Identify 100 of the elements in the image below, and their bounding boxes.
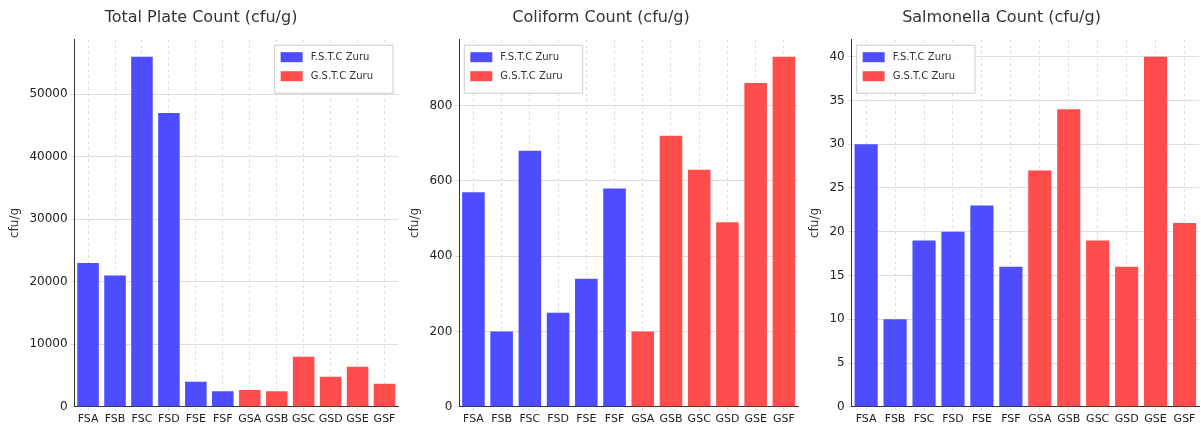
legend-label: G.S.T.C Zuru [500, 69, 563, 81]
y-tick-label: 30 [829, 136, 845, 151]
y-tick-label: 5 [837, 355, 845, 370]
x-tick-label: GSE [744, 412, 767, 426]
x-tick-label: FSC [131, 412, 153, 426]
x-tick-label: GSD [1114, 412, 1139, 426]
y-tick-label: 25 [829, 180, 845, 195]
bar [373, 383, 396, 407]
bar [603, 188, 626, 407]
bar [490, 331, 513, 407]
y-tick-label: 35 [829, 92, 845, 107]
bar [346, 366, 369, 407]
bar [970, 205, 994, 407]
x-tick-label: FSD [547, 412, 569, 426]
bar [854, 144, 878, 407]
bar [462, 192, 485, 407]
x-tick-label: FSE [576, 412, 597, 426]
chart-title: Coliform Count (cfu/g) [512, 6, 690, 26]
x-tick-label: GSB [1057, 412, 1081, 426]
x-tick-label: FSD [942, 412, 964, 426]
bar [1115, 266, 1139, 407]
x-tick-label: FSC [913, 412, 935, 426]
y-tick-label: 0 [59, 398, 68, 413]
bar [1057, 109, 1081, 407]
legend-label: G.S.T.C Zuru [310, 69, 374, 81]
bar [687, 169, 711, 407]
y-tick-label: 40000 [29, 148, 68, 163]
x-tick-label: FSB [884, 412, 906, 426]
bar [744, 83, 767, 407]
y-tick-label: 600 [429, 173, 453, 188]
bar [772, 56, 796, 407]
legend-label: F.S.T.C Zuru [310, 50, 370, 62]
x-tick-label: FSE [971, 412, 992, 426]
legend-label: F.S.T.C Zuru [500, 50, 560, 62]
x-tick-label: FSF [604, 412, 625, 426]
x-tick-label: GSB [265, 412, 289, 426]
x-tick-label: GSC [687, 412, 712, 426]
chart-title: Total Plate Count (cfu/g) [103, 6, 298, 26]
y-tick-label: 0 [444, 398, 453, 413]
y-tick-label: 800 [429, 97, 453, 112]
y-tick-label: 200 [429, 323, 453, 338]
x-tick-label: FSF [213, 412, 233, 426]
bar [518, 150, 542, 407]
y-tick-label: 50000 [29, 86, 68, 101]
y-axis-title: cfu/g [7, 207, 22, 239]
y-tick-label: 20 [829, 223, 845, 238]
y-tick-label: 10000 [29, 336, 68, 351]
x-tick-label: FSB [491, 412, 512, 426]
x-tick-label: FSA [77, 412, 99, 426]
x-tick-label: FSC [519, 412, 541, 426]
bar [238, 389, 261, 407]
bar [319, 376, 342, 407]
y-axis-title: cfu/g [407, 207, 422, 239]
x-tick-label: GSF [1173, 412, 1196, 426]
bar [659, 135, 683, 407]
x-tick-label: FSA [462, 412, 485, 426]
x-tick-label: FSB [104, 412, 126, 426]
x-tick-label: FSA [855, 412, 878, 426]
bar [131, 56, 153, 407]
bar [77, 263, 99, 407]
bar [265, 391, 288, 407]
y-tick-label: 400 [429, 248, 453, 263]
bar [716, 222, 739, 407]
legend-label: G.S.T.C Zuru [892, 69, 956, 81]
bar [631, 331, 655, 407]
bar [575, 278, 598, 407]
x-tick-label: GSC [292, 412, 316, 426]
bar [212, 391, 234, 407]
y-tick-label: 30000 [29, 211, 68, 226]
x-tick-label: FSE [185, 412, 206, 426]
x-tick-label: GSE [1144, 412, 1167, 426]
bar [912, 240, 936, 407]
bar [292, 356, 315, 407]
bar [1144, 56, 1168, 407]
x-tick-label: GSB [659, 412, 683, 426]
x-tick-label: FSD [158, 412, 180, 426]
y-tick-label: 20000 [29, 273, 68, 288]
y-tick-label: 10 [829, 311, 845, 326]
x-tick-label: GSA [1028, 412, 1052, 426]
bar [999, 266, 1023, 407]
bar [546, 312, 570, 407]
bar [185, 381, 207, 407]
bar [941, 231, 965, 407]
x-tick-label: GSC [1086, 412, 1110, 426]
bar [1028, 170, 1052, 407]
bar [1086, 240, 1110, 407]
y-tick-label: 0 [837, 398, 845, 413]
bar [158, 112, 180, 407]
x-tick-label: GSA [238, 412, 262, 426]
bar [883, 319, 907, 407]
x-tick-label: GSA [631, 412, 655, 426]
x-tick-label: FSF [1001, 412, 1021, 426]
legend-label: F.S.T.C Zuru [892, 50, 952, 62]
x-tick-label: GSE [346, 412, 369, 426]
x-tick-label: GSD [715, 412, 740, 426]
bar [104, 275, 126, 407]
x-tick-label: GSF [373, 412, 396, 426]
x-tick-label: GSD [318, 412, 343, 426]
y-axis-title: cfu/g [807, 207, 822, 239]
y-tick-label: 15 [829, 267, 845, 282]
